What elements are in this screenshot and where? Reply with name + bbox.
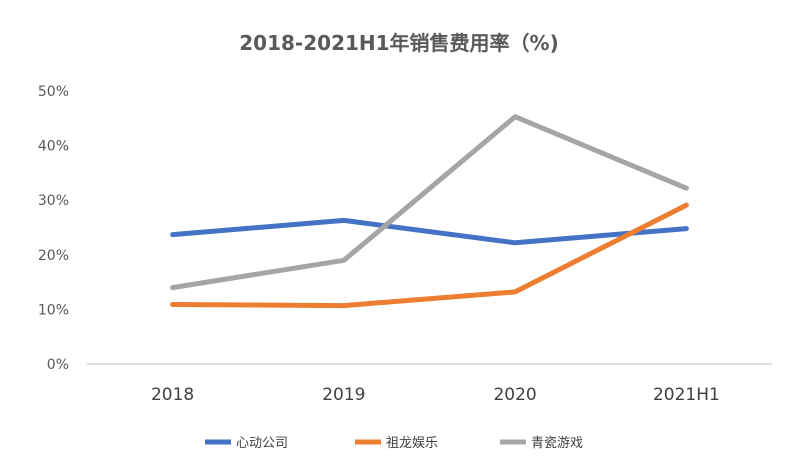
legend-label: 青瓷游戏 — [531, 436, 583, 451]
x-tick-label: 2019 — [322, 385, 365, 405]
y-tick-label: 30% — [38, 193, 69, 209]
x-axis: 2018 2019 2020 2021H1 — [87, 363, 772, 405]
y-tick-label: 0% — [47, 357, 69, 373]
legend: 心动公司 祖龙娱乐 青瓷游戏 — [205, 436, 583, 451]
y-tick-label: 50% — [38, 84, 69, 100]
x-tick-label: 2018 — [151, 385, 194, 405]
y-tick-label: 10% — [38, 302, 69, 318]
legend-item: 心动公司 — [205, 436, 288, 451]
chart-title: 2018-2021H1年销售费用率（%) — [239, 31, 558, 55]
legend-item: 青瓷游戏 — [500, 436, 583, 451]
legend-label: 心动公司 — [236, 436, 288, 451]
legend-item: 祖龙娱乐 — [355, 436, 438, 451]
series-line-2 — [170, 202, 689, 309]
series-line-1 — [170, 217, 689, 246]
y-tick-label: 40% — [38, 139, 69, 155]
series-lines — [170, 114, 689, 309]
y-tick-label: 20% — [38, 248, 69, 264]
x-tick-label: 2021H1 — [653, 385, 720, 405]
x-tick-label: 2020 — [493, 385, 536, 405]
series-line-3 — [170, 114, 689, 291]
y-axis-labels: 0% 10% 20% 30% 40% 50% — [38, 84, 69, 373]
legend-label: 祖龙娱乐 — [386, 436, 438, 451]
